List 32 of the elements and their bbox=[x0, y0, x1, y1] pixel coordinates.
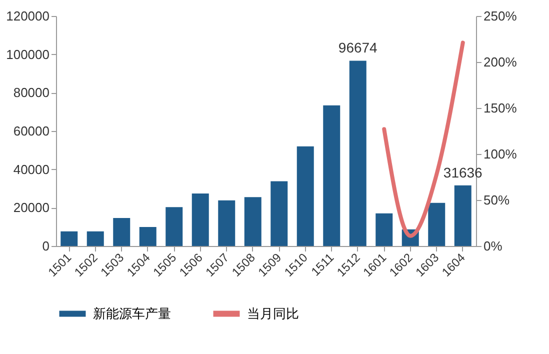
bar bbox=[428, 202, 446, 246]
data-label: 96674 bbox=[338, 40, 378, 56]
bar bbox=[323, 105, 340, 246]
legend-label: 当月同比 bbox=[247, 306, 299, 321]
bar bbox=[86, 231, 104, 246]
y-tick-label: 100000 bbox=[6, 46, 50, 62]
y-tick-label: 20000 bbox=[13, 200, 50, 216]
bar bbox=[454, 185, 472, 246]
bar bbox=[244, 197, 262, 246]
y-tick-label: 60000 bbox=[13, 124, 50, 138]
bar bbox=[166, 207, 183, 246]
y-tick-label: 120000 bbox=[6, 8, 50, 24]
bar bbox=[113, 218, 130, 246]
bar bbox=[349, 60, 366, 246]
y2-tick-label: 100% bbox=[484, 146, 518, 162]
y2-tick-label: 50% bbox=[484, 192, 510, 208]
y-tick-label: 80000 bbox=[13, 85, 50, 100]
y2-tick-label: 150% bbox=[484, 100, 518, 116]
bar bbox=[376, 213, 393, 246]
legend-label: 新能源车产量 bbox=[93, 306, 171, 321]
y-tick-label: 0 bbox=[42, 238, 50, 254]
data-label: 31636 bbox=[443, 164, 483, 180]
bar bbox=[60, 231, 78, 246]
bar bbox=[270, 181, 288, 246]
bar bbox=[296, 146, 314, 246]
bar bbox=[218, 200, 236, 246]
y2-tick-label: 0% bbox=[484, 238, 503, 254]
y2-tick-label: 200% bbox=[484, 54, 518, 70]
bar bbox=[139, 227, 156, 246]
y-tick-label: 40000 bbox=[13, 162, 50, 177]
y2-tick-label: 250% bbox=[484, 8, 518, 24]
bar bbox=[192, 193, 209, 246]
